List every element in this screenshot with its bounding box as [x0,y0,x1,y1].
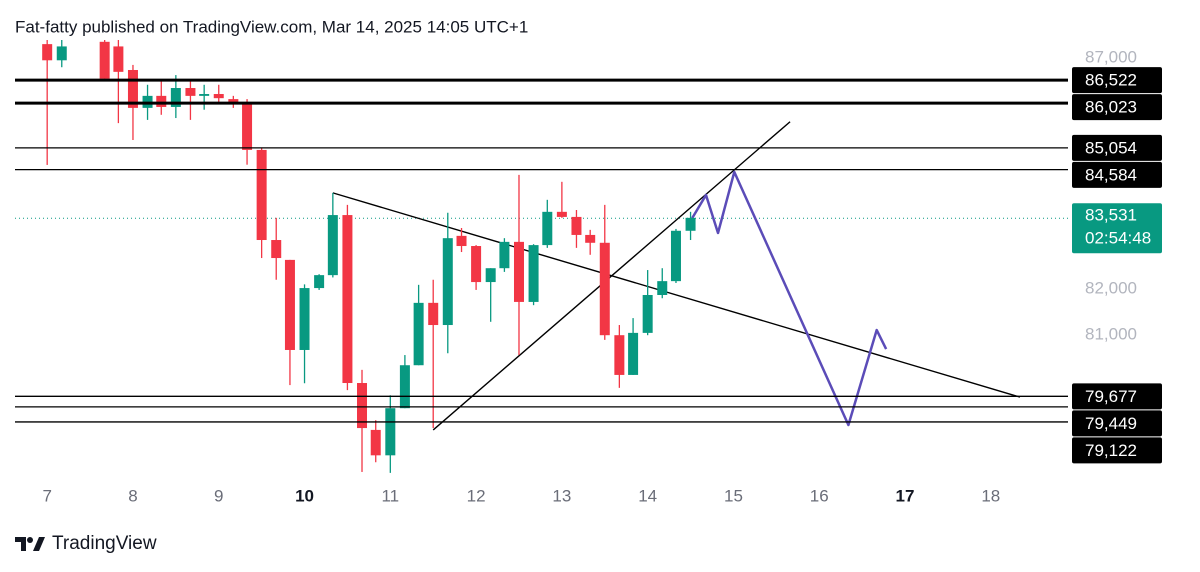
level-label: 86,522 [1085,71,1137,90]
price-axis: 81,000 82,000 87,000 [1085,47,1137,343]
candle-body [299,288,310,350]
x-tick-label: 12 [467,486,486,505]
candle-body [357,383,368,429]
candle-body [413,302,424,366]
x-tick-label: 10 [295,486,314,505]
level-label-box [1072,410,1162,437]
candle-body [271,240,282,259]
candle-body [499,241,510,269]
trend-drawing [691,170,888,427]
plot-area [15,40,1068,473]
candle-body [670,230,681,282]
candle-body [399,365,410,409]
y-tick-label: 81,000 [1085,325,1137,344]
level-label: 85,054 [1085,138,1137,157]
level-label-box [1072,437,1162,464]
candle-body [327,215,338,276]
level-label: 86,023 [1085,98,1137,117]
candle-body [513,241,524,302]
candle-body [56,46,67,61]
y-tick-label: 82,000 [1085,278,1137,297]
footer-brand: TradingView [52,533,157,554]
level-label-box [1072,134,1162,161]
candle-body [685,217,696,231]
x-tick-label: 9 [214,486,223,505]
level-label-box [1072,161,1162,188]
candle-body [442,238,453,326]
candle-body [528,245,539,302]
candle-body [556,211,567,217]
candle-body [428,302,439,326]
chart-title: Fat-fatty published on TradingView.com, … [15,17,528,36]
trend-drawing [332,192,1021,398]
level-label-box [1072,67,1162,94]
candle-body [628,332,639,375]
candle-body [127,69,138,108]
candle-body [370,429,381,456]
level-label-box [1072,94,1162,121]
candle-body [185,88,196,96]
candle-body [170,88,181,107]
footer-logo [15,537,45,551]
candle-body [614,335,625,375]
candle-body [156,95,167,107]
candle-body [42,44,53,61]
candle-body [342,215,353,384]
candle-body [385,408,396,456]
candle-body [256,149,267,241]
candle-body [642,294,653,333]
x-tick-label: 18 [981,486,1000,505]
x-tick-label: 17 [896,486,915,505]
candle-body [199,94,210,96]
candle-body [242,102,253,150]
candle-body [485,268,496,283]
level-label: 79,677 [1085,387,1137,406]
candle-body [99,41,110,79]
candle-body [284,259,295,350]
x-tick-label: 8 [128,486,137,505]
x-tick-label: 7 [42,486,51,505]
candle-body [657,281,668,295]
x-tick-label: 14 [638,486,657,505]
current-price-box [1072,203,1162,254]
candle-body [599,242,610,336]
candle-body [456,235,467,247]
candle-body [571,216,582,235]
x-tick-label: 13 [552,486,571,505]
level-label: 84,584 [1085,165,1137,184]
y-tick-label: 87,000 [1085,47,1137,66]
level-label: 79,449 [1085,414,1137,433]
trend-drawing [432,121,791,431]
level-label: 79,122 [1085,441,1137,460]
x-tick-label: 11 [381,486,399,505]
candle-body [314,275,325,289]
x-tick-label: 15 [724,486,743,505]
level-label-box [1072,383,1162,410]
countdown-label: 02:54:48 [1085,229,1151,248]
candle-body [213,94,224,99]
candle-body [542,211,553,246]
candle-body [471,246,482,283]
candle-body [113,46,124,72]
candle-body [585,234,596,243]
x-tick-label: 16 [810,486,829,505]
current-price-label: 83,531 [1085,206,1137,225]
